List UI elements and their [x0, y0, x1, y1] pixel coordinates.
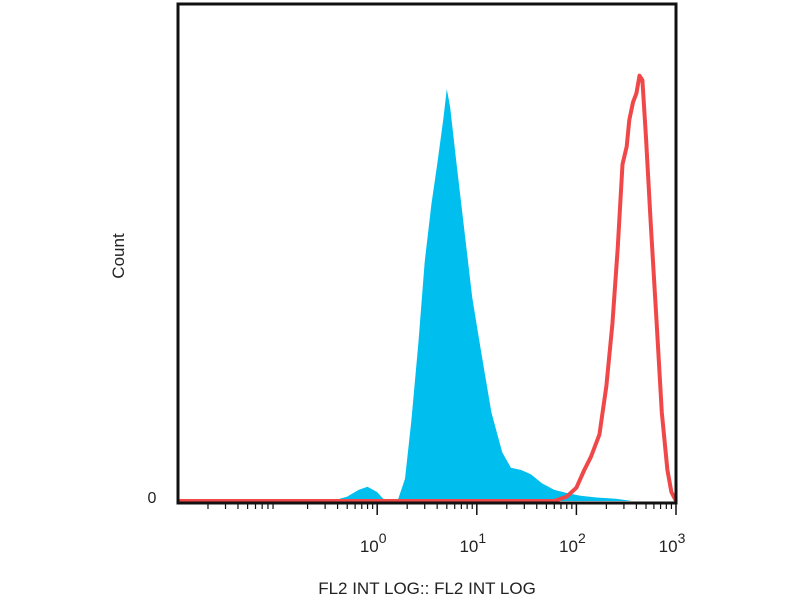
x-tick-label: 101 [459, 530, 486, 556]
x-axis-ticks: 100 101 102 103 0 [148, 490, 686, 556]
x-axis-label: FL2 INT LOG:: FL2 INT LOG [318, 579, 536, 598]
x-tick-label: 103 [659, 530, 686, 556]
series-layer [178, 73, 678, 503]
x-tick-label: 102 [559, 530, 586, 556]
x-tick-label: 100 [360, 530, 387, 556]
y-axis-label: Count [109, 233, 128, 279]
series-1-histogram [178, 73, 678, 503]
series-0-histogram [331, 89, 632, 501]
y-tick-label: 0 [148, 490, 157, 507]
plot-frame [176, 2, 678, 505]
